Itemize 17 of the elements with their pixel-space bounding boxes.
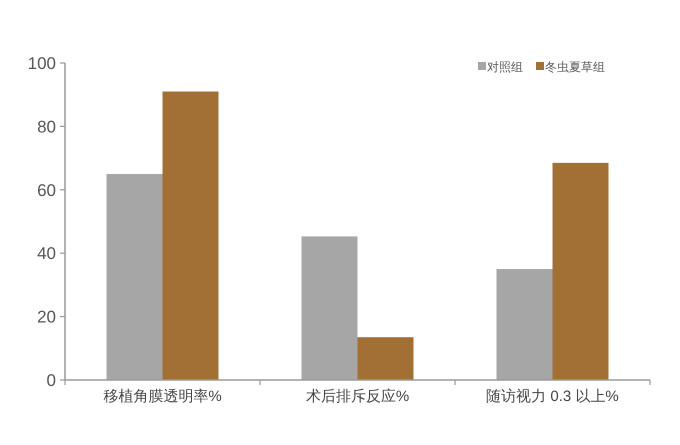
bar xyxy=(358,337,414,380)
x-tick-label: 移植角膜透明率% xyxy=(103,388,222,405)
bar xyxy=(162,92,218,380)
y-tick-label: 40 xyxy=(37,244,56,264)
bar xyxy=(496,269,552,380)
legend-label: 对照组 xyxy=(487,60,523,74)
y-tick-label: 80 xyxy=(37,117,56,136)
bar xyxy=(106,174,162,380)
x-tick-label: 术后排斥反应% xyxy=(306,388,410,405)
bar xyxy=(302,236,358,380)
y-tick-label: 100 xyxy=(28,54,56,73)
y-tick-label: 20 xyxy=(37,308,56,327)
legend-label: 冬虫夏草组 xyxy=(545,60,605,74)
y-tick-label: 60 xyxy=(37,180,56,200)
x-tick-label: 随访视力 0.3 以上% xyxy=(486,388,619,405)
bar xyxy=(552,162,608,380)
y-tick-label: 0 xyxy=(46,371,56,390)
